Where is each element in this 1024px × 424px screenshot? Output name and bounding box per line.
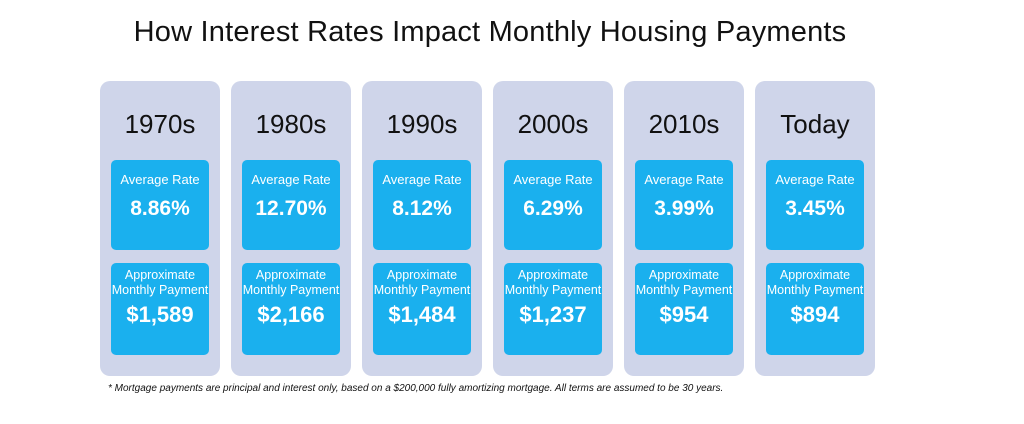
payment-box: Approximate Monthly Payment $954 xyxy=(635,263,733,355)
rate-value: 3.99% xyxy=(654,197,714,220)
payment-label: Approximate Monthly Payment xyxy=(242,268,340,297)
payment-box: Approximate Monthly Payment $1,589 xyxy=(111,263,209,355)
decade-card: 2010s Average Rate 3.99% Approximate Mon… xyxy=(624,81,744,376)
rate-value: 12.70% xyxy=(255,197,327,220)
decade-label: 1980s xyxy=(255,109,327,139)
rate-box: Average Rate 3.99% xyxy=(635,160,733,250)
rate-box: Average Rate 8.86% xyxy=(111,160,209,250)
decade-label: Today xyxy=(780,109,850,139)
rate-box: Average Rate 3.45% xyxy=(766,160,864,250)
decade-card: 2000s Average Rate 6.29% Approximate Mon… xyxy=(493,81,613,376)
rate-label: Average Rate xyxy=(120,172,200,187)
payment-value: $2,166 xyxy=(257,302,325,327)
rate-value: 8.12% xyxy=(392,197,452,220)
payment-value: $1,484 xyxy=(388,302,456,327)
rate-label: Average Rate xyxy=(513,172,593,187)
rate-value: 3.45% xyxy=(785,197,845,220)
payment-box: Approximate Monthly Payment $1,237 xyxy=(504,263,602,355)
rate-value: 6.29% xyxy=(523,197,583,220)
payment-box: Approximate Monthly Payment $2,166 xyxy=(242,263,340,355)
payment-value: $954 xyxy=(659,302,709,327)
payment-value: $894 xyxy=(790,302,840,327)
payment-label: Approximate Monthly Payment xyxy=(635,268,733,297)
rate-label: Average Rate xyxy=(775,172,855,187)
footnote: * Mortgage payments are principal and in… xyxy=(108,383,724,394)
payment-label: Approximate Monthly Payment xyxy=(766,268,864,297)
decade-label: 1990s xyxy=(386,109,458,139)
decade-label: 2000s xyxy=(517,109,589,139)
payment-label: Approximate Monthly Payment xyxy=(111,268,209,297)
payment-label: Approximate Monthly Payment xyxy=(504,268,602,297)
decade-card: Today Average Rate 3.45% Approximate Mon… xyxy=(755,81,875,376)
decade-card: 1980s Average Rate 12.70% Approximate Mo… xyxy=(231,81,351,376)
rate-box: Average Rate 6.29% xyxy=(504,160,602,250)
rate-label: Average Rate xyxy=(644,172,724,187)
decade-label: 1970s xyxy=(124,109,196,139)
rate-label: Average Rate xyxy=(251,172,331,187)
payment-value: $1,589 xyxy=(126,302,194,327)
cards-row: 1970s Average Rate 8.86% Approximate Mon… xyxy=(100,81,875,376)
rate-box: Average Rate 12.70% xyxy=(242,160,340,250)
payment-value: $1,237 xyxy=(519,302,587,327)
rate-label: Average Rate xyxy=(382,172,462,187)
rate-box: Average Rate 8.12% xyxy=(373,160,471,250)
decade-label: 2010s xyxy=(648,109,720,139)
payment-box: Approximate Monthly Payment $894 xyxy=(766,263,864,355)
page-title: How Interest Rates Impact Monthly Housin… xyxy=(133,16,847,48)
decade-card: 1970s Average Rate 8.86% Approximate Mon… xyxy=(100,81,220,376)
payment-box: Approximate Monthly Payment $1,484 xyxy=(373,263,471,355)
rate-value: 8.86% xyxy=(130,197,190,220)
payment-label: Approximate Monthly Payment xyxy=(373,268,471,297)
decade-card: 1990s Average Rate 8.12% Approximate Mon… xyxy=(362,81,482,376)
